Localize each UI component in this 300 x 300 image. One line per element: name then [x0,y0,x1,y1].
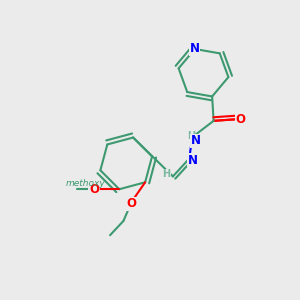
Text: O: O [89,183,99,196]
Text: methoxy: methoxy [65,179,105,188]
Text: H: H [162,169,170,179]
Text: O: O [127,197,137,211]
Text: methoxy: methoxy [76,188,82,189]
Text: N: N [190,43,200,56]
Text: N: N [191,134,201,147]
Text: H: H [187,131,195,141]
Text: O: O [236,113,245,126]
Text: N: N [188,154,198,166]
